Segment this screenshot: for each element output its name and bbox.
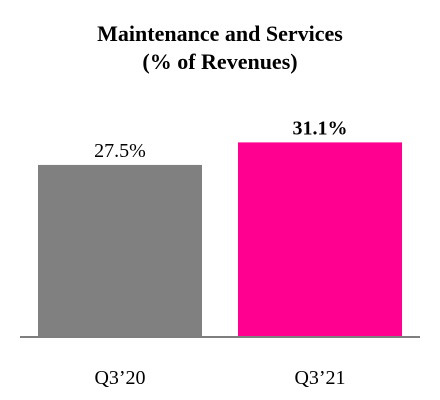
data-label-1: 31.1%: [293, 117, 348, 139]
x-tick-label-1: Q3’21: [294, 367, 345, 389]
chart-title-line-2: (% of Revenues): [142, 49, 298, 74]
data-label-0: 27.5%: [94, 140, 146, 162]
x-tick-label-0: Q3’20: [94, 367, 145, 389]
bar-1: [238, 142, 402, 337]
bar-0: [38, 164, 202, 337]
chart-title: Maintenance and Services (% of Revenues): [0, 20, 440, 76]
chart-title-line-1: Maintenance and Services: [97, 21, 343, 46]
